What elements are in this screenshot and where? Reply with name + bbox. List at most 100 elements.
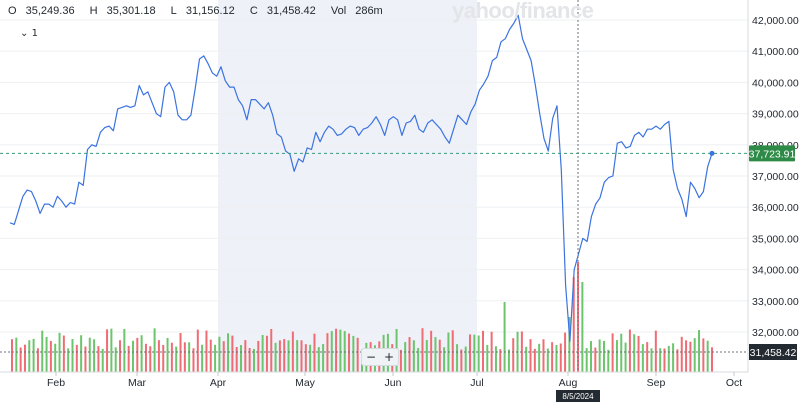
crosshair-price-badge: [749, 344, 797, 360]
volume-bar: [244, 340, 247, 372]
volume-bar: [585, 348, 588, 372]
y-tick-label: 40,000.00: [752, 77, 799, 89]
zoom-out-button[interactable]: −: [365, 350, 377, 364]
volume-bar: [300, 340, 303, 372]
volume-bar: [590, 341, 593, 372]
volume-bar: [598, 339, 601, 372]
volume-bar: [451, 330, 454, 372]
volume-bar: [356, 337, 359, 372]
zoom-in-button[interactable]: +: [383, 350, 395, 364]
volume-bar: [19, 347, 22, 372]
high-value: 35,301.18: [106, 5, 156, 17]
volume-bar: [464, 346, 467, 372]
y-tick-label: 33,000.00: [752, 296, 799, 308]
volume-bar: [231, 335, 234, 372]
volume-bar: [58, 332, 61, 372]
volume-bar: [572, 277, 575, 372]
y-tick-label: 32,000.00: [752, 327, 799, 339]
volume-bar: [421, 328, 424, 372]
volume-bar: [408, 337, 411, 372]
volume-bar: [425, 339, 428, 372]
volume-bar: [663, 348, 666, 372]
volume-bar: [417, 348, 420, 372]
volume-bar: [71, 339, 74, 372]
volume-bar: [170, 342, 173, 372]
volume-bar: [188, 342, 191, 372]
volume-bar: [175, 346, 178, 372]
volume-bar: [499, 349, 502, 372]
volume-bar: [304, 344, 307, 372]
y-tick-label: 35,000.00: [752, 233, 799, 245]
crosshair-price-label: 31,458.42: [750, 347, 797, 359]
volume-bar: [67, 348, 70, 372]
volume-value: 286m: [355, 5, 383, 17]
volume-bar: [140, 335, 143, 372]
last-price-dot: [709, 150, 715, 156]
volume-bar: [667, 345, 670, 372]
x-tick-label: Jun: [385, 377, 402, 389]
volume-bar: [460, 349, 463, 372]
volume-bar: [693, 338, 696, 372]
volume-bar: [473, 334, 476, 372]
volume-bar: [88, 337, 91, 372]
chevron-down-icon: ⌄: [20, 28, 29, 39]
volume-bar: [313, 333, 316, 372]
volume-bar: [144, 343, 147, 372]
volume-bar: [568, 317, 571, 372]
volume-bar: [546, 348, 549, 372]
volume-bar: [628, 329, 631, 372]
volume-bar: [581, 282, 584, 372]
volume-bar: [680, 336, 683, 372]
volume-bar: [542, 339, 545, 372]
volume-bar: [659, 348, 662, 372]
volume-bar: [62, 335, 65, 372]
volume-bar: [196, 329, 199, 372]
current-price-badge: [749, 145, 795, 162]
x-tick-label: Apr: [210, 377, 227, 389]
volume-bar: [54, 343, 57, 372]
crosshair-date-badge: [556, 390, 600, 402]
price-line: [9, 14, 713, 342]
volume-bar: [41, 330, 44, 372]
x-tick-label: Aug: [559, 377, 578, 389]
volume-bar: [698, 330, 701, 372]
volume-label: Vol: [330, 5, 347, 17]
volume-bar: [352, 335, 355, 372]
volume-bar: [646, 342, 649, 372]
volume-bar: [119, 340, 122, 372]
high-label: H: [89, 5, 98, 17]
volume-bar: [711, 347, 713, 372]
price-line-layer: [9, 14, 713, 342]
volume-bar: [477, 335, 480, 372]
volume-bar: [412, 340, 415, 372]
volume-bar: [322, 344, 325, 372]
volume-bar: [633, 334, 636, 372]
volume-bar: [218, 336, 221, 372]
volume-bar: [490, 331, 493, 372]
y-tick-label: 36,000.00: [752, 202, 799, 214]
volume-bar: [637, 335, 640, 372]
x-tick-label: Mar: [128, 377, 147, 389]
volume-bar: [222, 341, 225, 372]
volume-bar: [676, 349, 679, 372]
interval-selector[interactable]: ⌄ 1: [20, 28, 38, 39]
volume-bar: [201, 344, 204, 372]
x-tick-label: Feb: [47, 377, 65, 389]
volume-bar: [434, 337, 437, 372]
interval-value: 1: [31, 28, 38, 39]
volume-bar: [257, 340, 260, 372]
volume-bar: [456, 344, 459, 372]
volume-bar: [486, 344, 489, 372]
volume-bar: [84, 346, 87, 372]
volume-bar: [620, 333, 623, 372]
x-tick-label: Jul: [470, 377, 483, 389]
volume-bar: [503, 302, 506, 372]
volume-bar: [538, 343, 541, 372]
x-tick-label: Sep: [647, 377, 666, 389]
volume-bar: [689, 341, 692, 372]
volume-bar: [127, 345, 130, 372]
volume-bar: [607, 349, 610, 372]
volume-bar: [507, 349, 510, 372]
